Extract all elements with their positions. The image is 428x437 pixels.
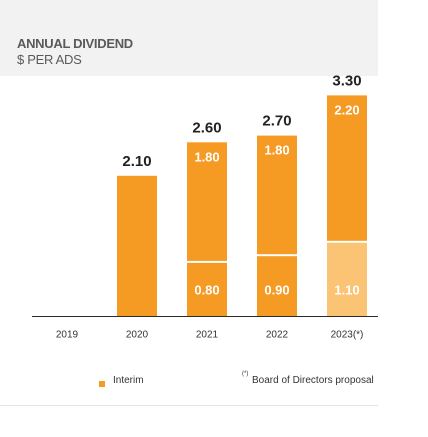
- bar-total-label-2020: 2.10: [122, 153, 151, 170]
- bar-final-2020: [117, 175, 157, 317]
- legend-interim-label: Interim: [113, 375, 144, 386]
- category-label-2023(*): 2023(*): [331, 330, 364, 341]
- bar-interim-2021: [187, 262, 227, 317]
- bar-final-label-2022: 1.80: [264, 143, 289, 158]
- bottom-divider: [0, 405, 378, 406]
- bar-final-2021: [187, 142, 227, 261]
- footnote-text: Board of Directors proposal: [252, 375, 374, 386]
- footnote-marker: (*): [242, 371, 249, 377]
- bar-interim-2023(*): [327, 242, 367, 317]
- category-label-2019: 2019: [56, 330, 79, 341]
- chart-subtitle: $ PER ADS: [17, 52, 82, 67]
- category-label-2020: 2020: [126, 330, 149, 341]
- title-band: [0, 0, 378, 76]
- bar-final-label-2021: 1.80: [194, 149, 219, 164]
- bar-total-label-2022: 2.70: [262, 113, 291, 130]
- chart-title: ANNUAL DIVIDEND: [17, 36, 133, 51]
- category-label-2021: 2021: [196, 330, 219, 341]
- bar-final-label-2023(*): 2.20: [334, 102, 359, 117]
- bar-final-2023(*): [327, 95, 367, 241]
- bar-total-label-2023(*): 3.30: [332, 72, 361, 89]
- legend-interim-marker: [99, 381, 105, 387]
- category-label-2022: 2022: [266, 330, 289, 341]
- bar-final-2022: [257, 135, 297, 255]
- bar-total-label-2021: 2.60: [192, 119, 221, 136]
- bar-interim-label-2021: 0.80: [194, 283, 219, 298]
- bar-interim-2022: [257, 256, 297, 317]
- bar-interim-label-2023(*): 1.10: [334, 283, 359, 298]
- bar-interim-label-2022: 0.90: [264, 283, 289, 298]
